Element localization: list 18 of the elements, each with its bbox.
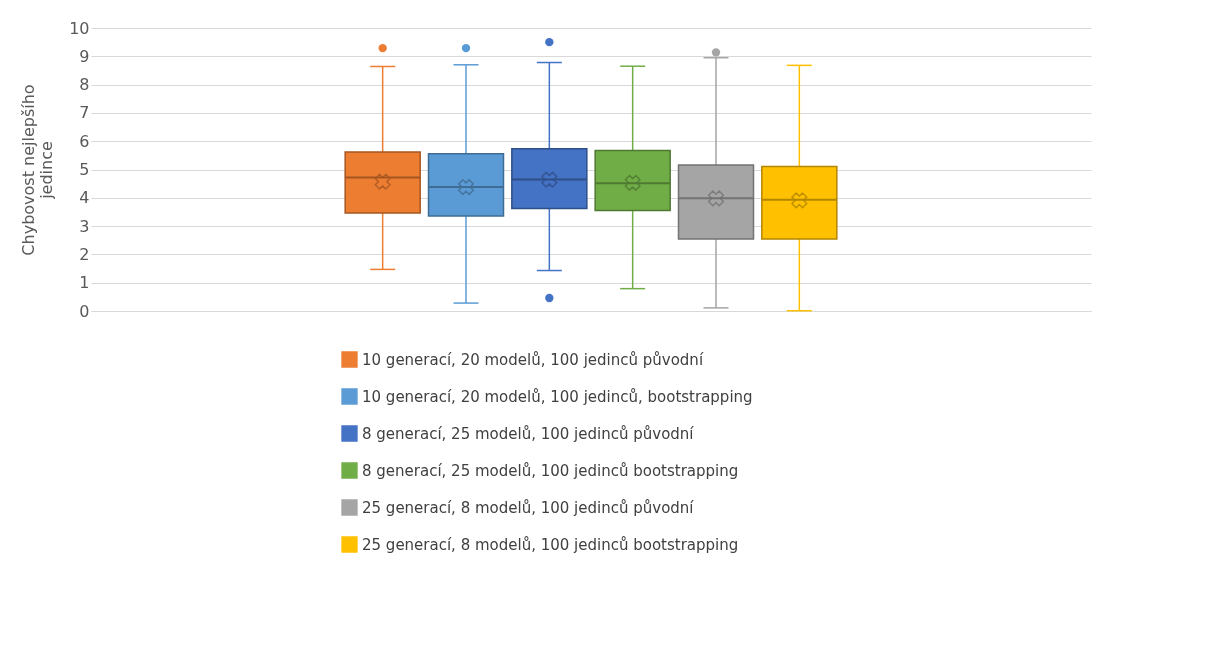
y-tick-label: 8 (79, 75, 90, 95)
y-tick-label: 7 (79, 103, 90, 123)
y-tick-label: 3 (79, 216, 90, 236)
legend-label: 8 generací, 25 modelů, 100 jedinců původní (362, 424, 695, 443)
y-tick-label: 1 (79, 273, 90, 293)
legend-label: 25 generací, 8 modelů, 100 jedinců původní (362, 498, 695, 517)
y-tick-label: 10 (69, 18, 90, 38)
y-tick-label: 5 (79, 160, 90, 179)
legend-label: 10 generací, 20 modelů, 100 jedinců, bootstrapping (362, 387, 753, 406)
legend-label: 25 generací, 8 modelů, 100 jedinců bootstrapping (362, 535, 739, 554)
legend-label: 10 generací, 20 modelů, 100 jedinců původní (362, 350, 704, 369)
y-tick-label: 9 (79, 46, 90, 66)
legend-label: 8 generací, 25 modelů, 100 jedinců bootstrapping (362, 461, 739, 480)
y-axis-title: Chybovost nejlepšího jedince (19, 84, 57, 256)
y-tick-label: 6 (79, 131, 90, 151)
y-tick-label: 4 (79, 188, 90, 208)
y-tick-label: 2 (79, 244, 90, 264)
y-tick-label: 0 (79, 301, 90, 321)
